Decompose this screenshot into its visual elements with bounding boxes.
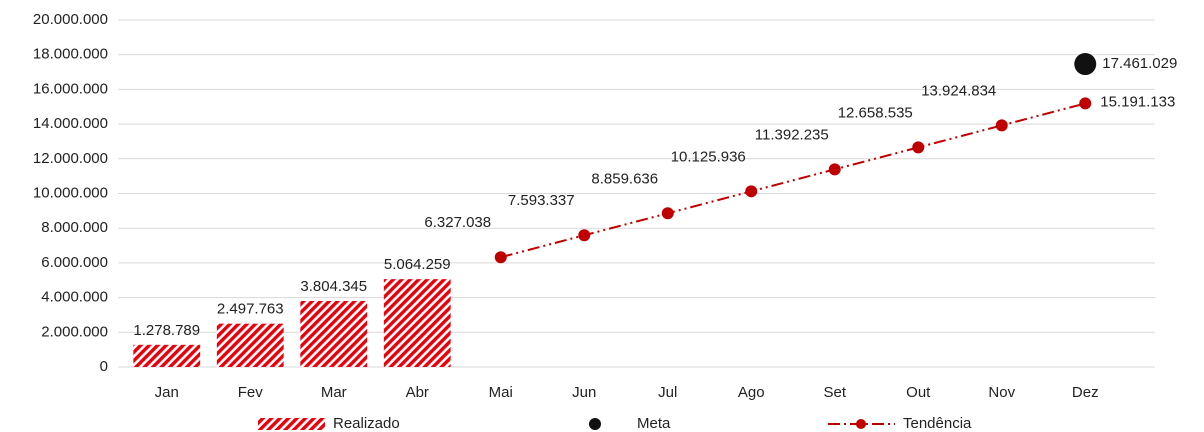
trend-line bbox=[500, 102, 1086, 259]
x-tick-label: Mar bbox=[321, 384, 347, 401]
data-label: 13.924.834 bbox=[921, 82, 996, 99]
x-tick-label: Ago bbox=[738, 384, 765, 401]
y-tick-label: 16.000.000 bbox=[33, 80, 108, 97]
y-tick-label: 14.000.000 bbox=[33, 115, 108, 132]
legend-label: Realizado bbox=[333, 415, 400, 432]
data-label: 17.461.029 bbox=[1102, 55, 1177, 72]
marker bbox=[578, 229, 591, 242]
x-tick-label: Abr bbox=[406, 384, 429, 401]
legend-swatch bbox=[258, 418, 325, 430]
x-tick-label: Jun bbox=[572, 384, 596, 401]
marker bbox=[1074, 53, 1097, 76]
y-tick-label: 4.000.000 bbox=[41, 289, 108, 306]
marker bbox=[661, 207, 674, 220]
x-tick-label: Nov bbox=[988, 384, 1015, 401]
data-label: 1.278.789 bbox=[133, 322, 200, 339]
x-tick-label: Dez bbox=[1072, 384, 1099, 401]
bar bbox=[216, 323, 284, 367]
y-tick-label: 0 bbox=[100, 358, 108, 375]
bar bbox=[383, 279, 451, 367]
x-tick-label: Jul bbox=[658, 384, 677, 401]
y-tick-label: 20.000.000 bbox=[33, 11, 108, 28]
legend-label: Meta bbox=[637, 415, 671, 432]
data-label: 11.392.235 bbox=[755, 126, 829, 143]
bar bbox=[133, 344, 201, 367]
data-label: 7.593.337 bbox=[508, 192, 575, 209]
data-label: 8.859.636 bbox=[591, 170, 658, 187]
data-label: 2.497.763 bbox=[217, 301, 284, 318]
y-tick-label: 10.000.000 bbox=[33, 184, 108, 201]
x-tick-label: Mai bbox=[489, 384, 513, 401]
data-label: 6.327.038 bbox=[424, 214, 491, 231]
y-tick-label: 8.000.000 bbox=[41, 219, 108, 236]
marker bbox=[1079, 97, 1092, 110]
marker bbox=[828, 163, 841, 176]
x-tick-label: Out bbox=[906, 384, 931, 401]
data-label: 3.804.345 bbox=[300, 278, 367, 295]
x-tick-label: Set bbox=[823, 384, 846, 401]
y-tick-label: 6.000.000 bbox=[41, 254, 108, 271]
x-tick-label: Jan bbox=[155, 384, 179, 401]
marker bbox=[995, 119, 1008, 132]
legend-label: Tendência bbox=[903, 415, 972, 432]
data-label: 15.191.133 bbox=[1100, 93, 1175, 110]
marker bbox=[912, 141, 925, 154]
marker bbox=[745, 185, 758, 198]
legend-swatch bbox=[856, 419, 866, 429]
data-label: 5.064.259 bbox=[384, 256, 451, 273]
data-label: 12.658.535 bbox=[838, 104, 913, 121]
y-tick-label: 18.000.000 bbox=[33, 46, 108, 63]
marker bbox=[494, 251, 507, 264]
x-tick-label: Fev bbox=[238, 384, 264, 401]
bar bbox=[300, 300, 368, 367]
y-tick-label: 2.000.000 bbox=[41, 323, 108, 340]
data-label: 10.125.936 bbox=[671, 148, 746, 165]
y-tick-label: 12.000.000 bbox=[33, 150, 108, 167]
legend-swatch bbox=[589, 418, 601, 430]
